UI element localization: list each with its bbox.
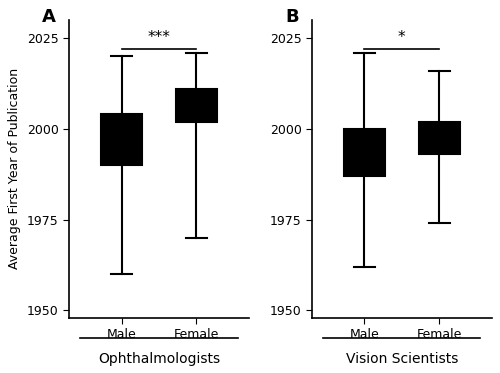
Text: *: * xyxy=(398,30,406,45)
Text: B: B xyxy=(285,8,298,26)
Text: ***: *** xyxy=(148,30,171,45)
PathPatch shape xyxy=(176,89,217,122)
Text: A: A xyxy=(42,8,56,26)
PathPatch shape xyxy=(344,129,385,176)
Text: Ophthalmologists: Ophthalmologists xyxy=(98,352,220,366)
Text: Vision Scientists: Vision Scientists xyxy=(346,352,458,366)
PathPatch shape xyxy=(418,122,460,154)
Y-axis label: Average First Year of Publication: Average First Year of Publication xyxy=(8,68,22,269)
PathPatch shape xyxy=(101,114,142,165)
